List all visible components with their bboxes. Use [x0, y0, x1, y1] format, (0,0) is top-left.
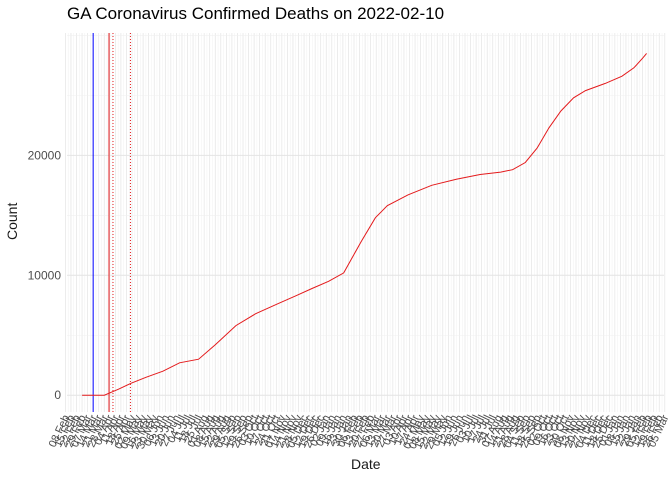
- y-tick-label: 20000: [28, 148, 62, 162]
- y-tick-label: 10000: [28, 268, 62, 282]
- series-layer: [82, 53, 647, 396]
- series-line: [82, 53, 647, 396]
- y-axis-ticks: 0 10000 20000: [28, 148, 62, 402]
- reference-lines: [92, 33, 131, 412]
- y-tick-label: 0: [54, 388, 61, 402]
- x-axis-title: Date: [351, 456, 381, 472]
- chart-title: GA Coronavirus Confirmed Deaths on 2022-…: [67, 4, 445, 23]
- y-axis-title: Count: [4, 202, 20, 240]
- grid: [65, 33, 666, 412]
